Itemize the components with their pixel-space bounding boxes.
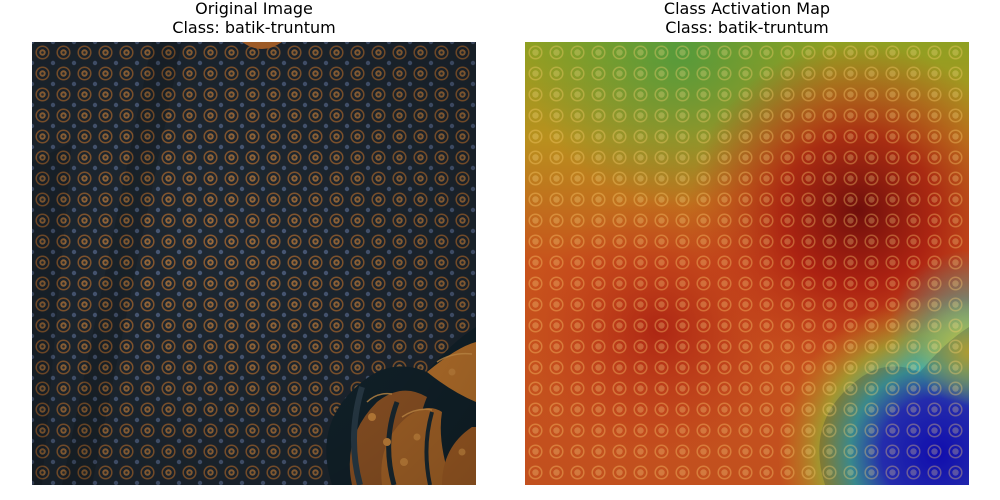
cam-title: Class Activation Map <box>663 0 831 18</box>
class-activation-map-image <box>525 42 969 485</box>
original-image-class-label: Class: batik-truntum <box>172 18 336 37</box>
panel-title: Class Activation Map Class: batik-truntu… <box>525 0 969 37</box>
original-image-title: Original Image <box>195 0 313 18</box>
original-image-panel: Original Image Class: batik-truntum <box>32 0 476 500</box>
cam-class-label: Class: batik-truntum <box>665 18 829 37</box>
original-batik-image <box>32 42 476 485</box>
panel-title: Original Image Class: batik-truntum <box>32 0 476 37</box>
cam-panel: Class Activation Map Class: batik-truntu… <box>525 0 969 500</box>
